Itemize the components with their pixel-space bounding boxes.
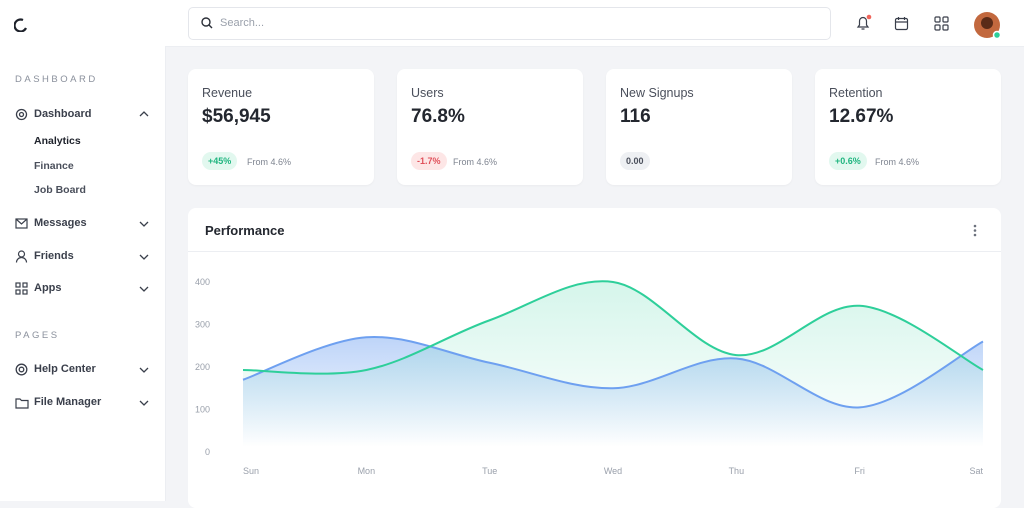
chart: 0 100 200 300 400 Sun Mon Tue Wed Thu Fri Sat	[195, 277, 984, 476]
x-tick-label: Fri	[854, 466, 865, 476]
stat-card: Retention 12.67% +0.6% From 4.6%	[815, 69, 1001, 185]
chevron	[139, 254, 149, 260]
more-button[interactable]	[972, 223, 978, 239]
nav-item[interactable]: Friends	[34, 250, 74, 262]
x-tick-label: Sat	[969, 466, 983, 476]
card-value: 116	[620, 106, 651, 127]
card-note: From 4.6%	[875, 157, 920, 167]
y-tick-label: 0	[205, 447, 210, 457]
nav-item[interactable]: Dashboard	[34, 108, 92, 120]
section-label: DASHBOARD	[15, 74, 98, 85]
chevron	[139, 400, 149, 406]
divider	[188, 251, 1001, 252]
chevron	[139, 286, 149, 292]
chart-panel: Performance 0 100 200 300 400 Sun Mon Tue Wed Thu…	[188, 208, 1001, 508]
nav-subitem[interactable]: Finance	[34, 160, 74, 172]
search-icon	[201, 17, 213, 29]
search-box[interactable]: Search...	[188, 7, 831, 40]
notification-button[interactable]	[855, 14, 873, 32]
chevron	[139, 221, 149, 227]
x-tick-label: Mon	[358, 466, 376, 476]
card-badge: +45%	[202, 152, 238, 170]
apps-button[interactable]	[934, 16, 950, 32]
icon	[15, 363, 28, 376]
icon	[15, 398, 29, 409]
card-badge: -1.7%	[411, 152, 447, 170]
card-value: $56,945	[202, 106, 271, 127]
card-badge: +0.6%	[829, 152, 867, 170]
section-label: PAGES	[15, 330, 60, 341]
card-label: New Signups	[620, 86, 694, 100]
nav-item[interactable]: Messages	[34, 217, 87, 229]
search-placeholder: Search...	[220, 17, 265, 29]
icon	[15, 282, 28, 295]
nav-subitem[interactable]: Job Board	[34, 184, 86, 196]
stat-card: New Signups 116 0.00	[606, 69, 792, 185]
chevron	[139, 111, 149, 117]
icon	[15, 108, 28, 121]
series-line	[242, 335, 984, 409]
icon	[15, 250, 28, 263]
nav-item[interactable]: File Manager	[34, 396, 102, 408]
x-tick-label: Sun	[243, 466, 259, 476]
calendar-button[interactable]	[894, 16, 910, 32]
y-tick-label: 200	[195, 362, 210, 372]
y-tick-label: 100	[195, 405, 210, 415]
card-label: Users	[411, 86, 444, 100]
y-tick-label: 300	[195, 320, 210, 330]
chevron	[139, 367, 149, 373]
stat-card: Revenue $56,945 +45% From 4.6%	[188, 69, 374, 185]
logo	[14, 18, 27, 32]
card-badge: 0.00	[620, 152, 650, 170]
sidebar: DASHBOARD Dashboard Analytics Finance Jo…	[0, 0, 166, 501]
card-label: Revenue	[202, 86, 253, 100]
chart-title: Performance	[205, 223, 285, 238]
card-label: Retention	[829, 86, 883, 100]
nav-item[interactable]: Apps	[34, 282, 62, 294]
x-tick-label: Wed	[604, 466, 622, 476]
nav-item[interactable]: Help Center	[34, 363, 96, 375]
x-tick-label: Tue	[482, 466, 497, 476]
y-tick-label: 400	[195, 277, 210, 287]
avatar[interactable]	[973, 11, 1003, 41]
card-value: 12.67%	[829, 106, 894, 127]
card-value: 76.8%	[411, 106, 465, 127]
series-area	[243, 281, 983, 447]
x-tick-label: Thu	[729, 466, 745, 476]
card-note: From 4.6%	[247, 157, 292, 167]
icon	[15, 218, 28, 229]
stat-card: Users 76.8% -1.7% From 4.6%	[397, 69, 583, 185]
nav-subitem[interactable]: Analytics	[34, 135, 81, 147]
card-note: From 4.6%	[453, 157, 498, 167]
series-line	[242, 280, 984, 375]
